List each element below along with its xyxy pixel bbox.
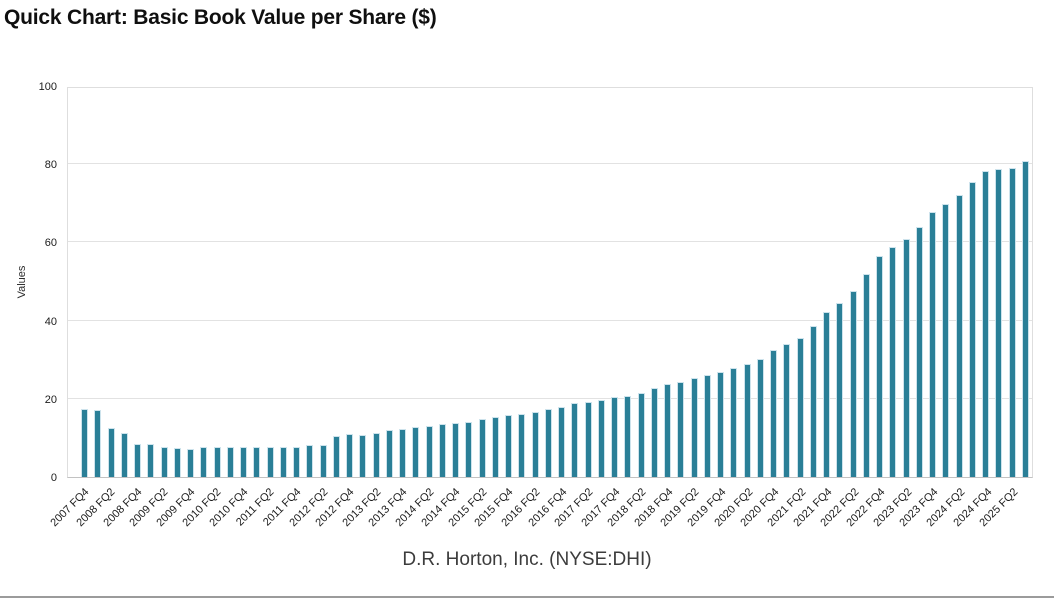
bar (372, 433, 380, 477)
bar (756, 359, 764, 477)
bar (107, 428, 115, 477)
bar (637, 393, 645, 477)
bar (173, 448, 181, 477)
bar (955, 195, 963, 477)
bar-series (81, 88, 1029, 477)
bar (120, 433, 128, 477)
bar (438, 424, 446, 477)
bar (505, 415, 512, 477)
bar (982, 171, 989, 477)
bar (478, 419, 486, 477)
bar (81, 409, 88, 477)
gridline (68, 163, 1032, 165)
bar (452, 423, 459, 477)
gridline (68, 397, 1032, 399)
bar (942, 204, 950, 477)
bar (134, 444, 141, 477)
y-tick-label: 100 (38, 81, 57, 93)
bar (783, 344, 791, 477)
y-axis-title: Values (16, 265, 28, 299)
bottom-divider (0, 596, 1054, 598)
bar (491, 417, 499, 477)
bar (876, 256, 883, 477)
bar (147, 444, 155, 477)
bar (306, 445, 314, 477)
gridline (68, 241, 1032, 243)
bar (770, 350, 777, 477)
bar (915, 227, 923, 477)
bar (279, 447, 287, 477)
bar (332, 436, 340, 477)
bar (571, 403, 579, 477)
bar (902, 239, 910, 477)
bar (94, 410, 102, 477)
bar (213, 447, 221, 477)
bar (690, 378, 698, 477)
y-tick-label: 60 (44, 237, 57, 250)
bar (862, 274, 870, 477)
bar (929, 212, 936, 477)
page-title: Quick Chart: Basic Book Value per Share … (4, 6, 437, 29)
chart-subtitle-company: D.R. Horton, Inc. (NYSE:DHI) (402, 549, 652, 570)
bar (240, 447, 247, 477)
bar (1021, 161, 1029, 477)
bar (849, 291, 857, 477)
bar (160, 447, 168, 477)
bar (809, 326, 817, 477)
bar (544, 409, 552, 477)
bar (584, 402, 592, 477)
bar (359, 435, 367, 477)
bar (611, 397, 618, 477)
bar (465, 422, 473, 477)
bar (664, 384, 671, 477)
y-tick-label: 0 (50, 472, 57, 484)
bar (558, 407, 565, 477)
bar (399, 429, 406, 477)
y-tick-label: 40 (44, 315, 57, 328)
bar (889, 247, 897, 477)
bar (597, 400, 605, 477)
bar (319, 445, 327, 477)
bar (836, 303, 844, 477)
bar (293, 447, 300, 477)
bar (200, 447, 208, 477)
gridline (68, 319, 1032, 321)
bar (796, 338, 804, 477)
bar (385, 430, 393, 477)
bar (226, 447, 234, 477)
bar (518, 414, 526, 477)
y-tick-label: 20 (44, 393, 57, 406)
bar (703, 375, 711, 477)
bar (677, 382, 685, 477)
bar (730, 368, 738, 477)
plot-area (67, 87, 1033, 478)
bar (1008, 168, 1016, 477)
y-tick-label: 80 (44, 159, 57, 172)
bar (743, 364, 751, 477)
bar (823, 312, 830, 477)
bar (412, 427, 420, 477)
bar (624, 396, 632, 477)
bar (346, 434, 353, 477)
bar (253, 447, 261, 477)
bar (425, 426, 433, 477)
bar (650, 388, 658, 477)
bar (968, 182, 976, 477)
bar (995, 169, 1003, 477)
bar (266, 447, 274, 477)
bar (531, 412, 539, 477)
bar (717, 372, 724, 477)
bar (187, 449, 194, 477)
